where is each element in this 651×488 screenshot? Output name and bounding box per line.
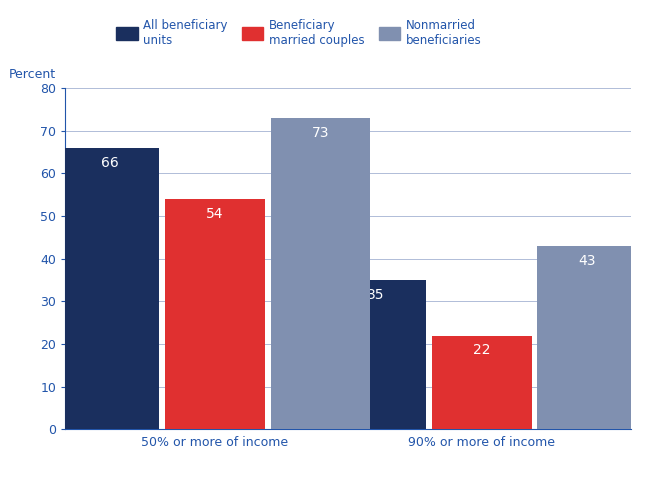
Text: 43: 43 bbox=[578, 254, 596, 268]
Bar bbox=[537, 246, 637, 429]
Text: Percent: Percent bbox=[8, 68, 55, 81]
Bar bbox=[326, 280, 426, 429]
Bar bbox=[271, 118, 370, 429]
Bar bbox=[165, 199, 265, 429]
Bar bbox=[59, 147, 159, 429]
Bar bbox=[432, 336, 531, 429]
Text: 22: 22 bbox=[473, 344, 490, 357]
Text: 54: 54 bbox=[206, 207, 224, 221]
Text: 66: 66 bbox=[101, 156, 118, 169]
Text: 35: 35 bbox=[367, 288, 385, 302]
Legend: All beneficiary
units, Beneficiary
married couples, Nonmarried
beneficiaries: All beneficiary units, Beneficiary marri… bbox=[117, 19, 482, 46]
Text: 73: 73 bbox=[312, 126, 329, 140]
